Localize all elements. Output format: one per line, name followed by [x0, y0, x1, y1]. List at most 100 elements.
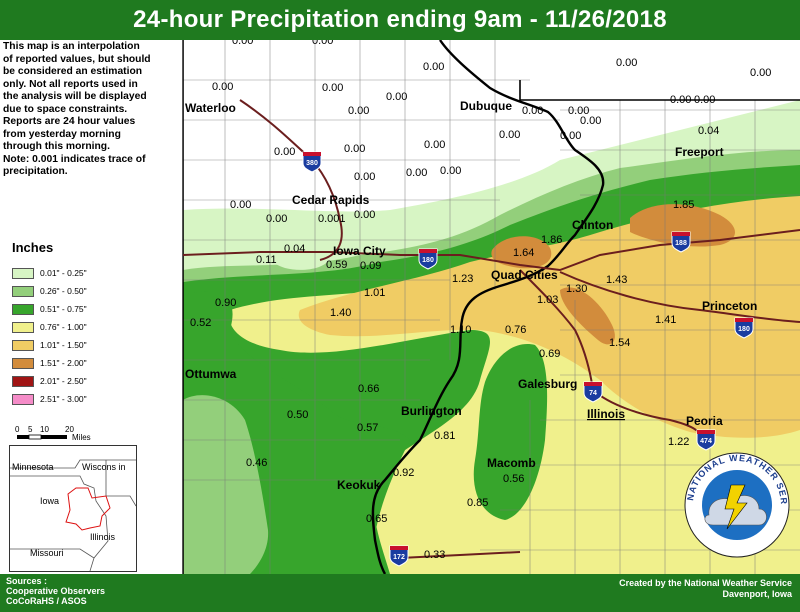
city-label: Waterloo	[185, 101, 236, 115]
legend-swatch	[12, 394, 34, 405]
station-value: 0.04	[284, 243, 305, 255]
scale-segment	[41, 435, 67, 439]
station-value: 0.00	[386, 91, 407, 103]
legend-item: 0.01" - 0.25"	[12, 268, 182, 280]
station-value: 0.69	[539, 348, 560, 360]
station-value: 0.00	[230, 199, 251, 211]
station-value: 0.00	[212, 81, 233, 93]
legend-title: Inches	[12, 240, 54, 255]
station-value: 0.00	[522, 105, 543, 117]
city-label: Burlington	[401, 404, 462, 418]
city-labels: Waterloo Dubuque Freeport Cedar Rapids C…	[185, 99, 757, 492]
legend-label: 0.26" - 0.50"	[40, 286, 87, 296]
info-panel: This map is an interpolation of reported…	[0, 40, 183, 574]
disclaimer-line: due to space constraints.	[3, 103, 128, 115]
sources-line: Sources :	[6, 576, 48, 586]
station-value: 0.00	[312, 40, 333, 47]
station-value: 0.76	[505, 324, 526, 336]
sources-line: CoCoRaHS / ASOS	[6, 596, 87, 606]
scale-tick-label: 5	[28, 425, 33, 434]
station-value: 0.65	[366, 513, 387, 525]
legend-swatch	[12, 358, 34, 369]
sources-text: Sources : Cooperative Observers CoCoRaHS…	[6, 576, 105, 606]
legend-label: 0.51" - 0.75"	[40, 304, 87, 314]
station-value: 1.64	[513, 247, 534, 259]
legend-swatch	[12, 304, 34, 315]
precip-band-gold	[298, 196, 800, 438]
interstate-shield-icon: 180	[418, 248, 438, 270]
station-value: 1.86	[541, 234, 562, 246]
station-value: 0.00	[750, 67, 771, 79]
shield-number: 180	[422, 257, 434, 264]
interstate-shield-icon: 172	[389, 545, 409, 567]
station-value: 0.00	[423, 61, 444, 73]
station-value: 0.90	[215, 297, 236, 309]
city-label: Freeport	[675, 145, 724, 159]
station-value: 0.59	[326, 259, 347, 271]
shield-number: 180	[738, 326, 750, 333]
credit-line: Created by the National Weather Service	[619, 578, 792, 588]
station-value: 0.11	[256, 254, 277, 266]
station-value: 0.00	[568, 105, 589, 117]
city-label: Cedar Rapids	[292, 193, 370, 207]
station-value: 0.00	[560, 130, 581, 142]
station-value: 1.10	[450, 324, 471, 336]
city-label: Galesburg	[518, 377, 577, 391]
station-value: 0.00	[406, 167, 427, 179]
disclaimer-line: This map is an interpolation	[3, 41, 140, 52]
station-value: 0.57	[357, 422, 378, 434]
scale-unit: Miles	[72, 433, 91, 442]
footer: Sources : Cooperative Observers CoCoRaHS…	[0, 574, 800, 612]
interstate-shield-icon: 188	[671, 231, 691, 253]
station-value: 0.92	[393, 467, 414, 479]
locator-map-graphic: Minnesota Wiscons in Iowa Illinois Misso…	[10, 459, 137, 572]
city-label: Princeton	[702, 299, 757, 313]
legend-label: 2.51" - 3.00"	[40, 394, 87, 404]
station-value: 0.81	[434, 430, 455, 442]
sources-line: Cooperative Observers	[6, 586, 106, 596]
legend-item: 0.26" - 0.50"	[12, 286, 182, 298]
legend-item: 0.51" - 0.75"	[12, 304, 182, 316]
station-value: 1.41	[655, 314, 676, 326]
state-line	[182, 40, 800, 574]
credit-text: Created by the National Weather Service …	[619, 578, 792, 600]
city-label: Illinois	[587, 407, 625, 421]
shield-number: 172	[393, 554, 405, 561]
shield-number: 474	[700, 438, 712, 445]
scale-tick-label: 20	[65, 425, 74, 434]
station-value: 0.00	[348, 105, 369, 117]
station-value: 1.30	[566, 283, 587, 295]
station-value: 0.09	[360, 260, 381, 272]
station-value: 1.85	[673, 199, 694, 211]
legend-label: 1.01" - 1.50"	[40, 340, 87, 350]
legend-swatch	[12, 322, 34, 333]
disclaimer-line: be considered an estimation	[3, 66, 143, 77]
inset-label: Wiscons in	[82, 462, 126, 472]
legend-swatch	[12, 376, 34, 387]
disclaimer-line: Note: 0.001 indicates trace of	[3, 153, 146, 165]
legend-item: 1.51" - 2.00"	[12, 358, 182, 370]
interstate-shield-icon: 380	[302, 151, 322, 173]
station-value: 1.43	[606, 274, 627, 286]
station-value: 0.00	[580, 115, 601, 127]
station-value: 0.52	[190, 317, 211, 329]
interstate-shield-icon: 180	[734, 317, 754, 339]
station-value: 1.40	[330, 307, 351, 319]
nws-logo-icon: NATIONAL WEATHER SERVICE	[684, 452, 790, 558]
shield-number: 188	[675, 240, 687, 247]
station-value: 0.001	[318, 213, 346, 225]
disclaimer-text: This map is an interpolation of reported…	[3, 41, 181, 179]
city-label: Iowa City	[333, 244, 386, 258]
station-value: 0.00	[694, 94, 715, 106]
station-value: 0.66	[358, 383, 379, 395]
city-label: Clinton	[572, 218, 613, 232]
disclaimer-line: only. Not all reports used in	[3, 78, 138, 90]
station-value: 0.00	[344, 143, 365, 155]
shield-number: 380	[306, 160, 318, 167]
city-label: Quad Cities	[491, 268, 558, 282]
scale-segment	[17, 435, 29, 439]
disclaimer-line: the analysis will be displayed	[3, 91, 147, 102]
station-value: 1.54	[609, 337, 630, 349]
legend-item: 2.01" - 2.50"	[12, 376, 182, 388]
station-value: 0.04	[698, 125, 719, 137]
